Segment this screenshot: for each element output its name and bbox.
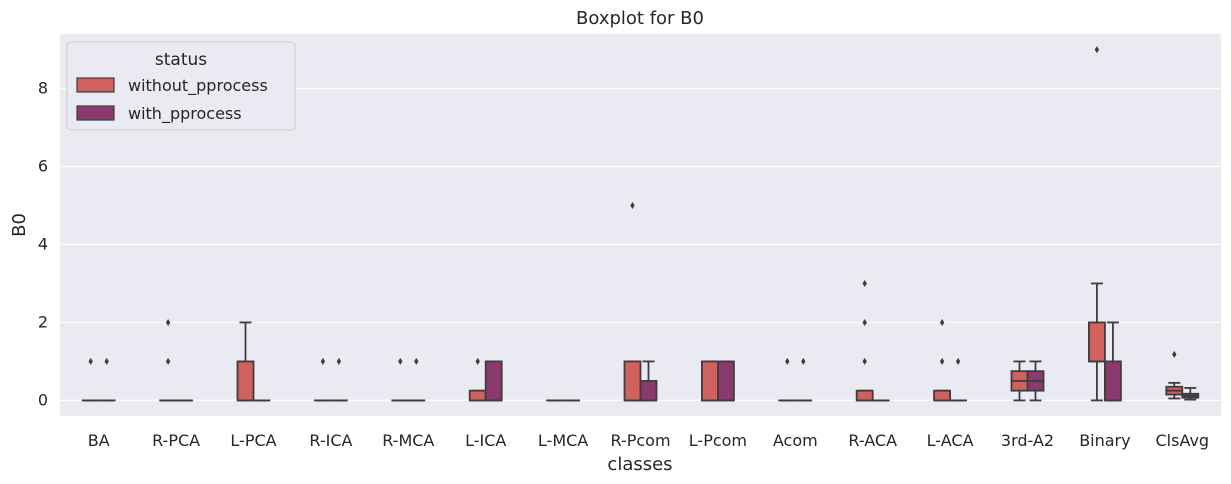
outlier-point [165, 357, 171, 365]
outlier-point [165, 318, 171, 326]
box-rect [623, 360, 642, 402]
box-mark [97, 357, 116, 402]
x-tick-label: Acom [773, 431, 818, 450]
x-tick-label: L-ICA [465, 431, 506, 450]
box-mark [313, 357, 332, 402]
box-rect [484, 360, 503, 402]
box-mark [1026, 360, 1045, 402]
outlier-point [398, 357, 403, 365]
x-tick-labels: BA R-PCA L-PCA R-ICA R-MCA L-ICA L-MCA R-Pcom L-… [88, 431, 1209, 450]
box-mark [329, 357, 348, 402]
x-tick-label: L-MCA [538, 431, 588, 450]
y-tick-labels: 0 2 4 6 8 [38, 79, 48, 410]
box-mark [1104, 321, 1122, 402]
box-mark [794, 357, 813, 402]
outlier-point [955, 357, 961, 365]
outlier-point [939, 318, 945, 326]
box-mark [81, 357, 100, 402]
outlier-point [801, 357, 806, 365]
outlier-point [1172, 350, 1177, 358]
x-tick-label: R-Pcom [610, 431, 670, 450]
box-rect [236, 360, 255, 402]
legend-swatch [76, 105, 115, 121]
legend-title: status [155, 50, 207, 70]
box-rect [1104, 360, 1122, 402]
x-tick-label: L-ACA [927, 431, 974, 450]
box-rect [933, 389, 951, 402]
outlier-point [104, 357, 109, 365]
box-rect [855, 389, 874, 402]
series-group [97, 321, 1200, 402]
box-mark [701, 360, 719, 402]
outlier-point [862, 279, 867, 287]
x-tick-label: L-Pcom [689, 431, 747, 450]
box-mark [1088, 46, 1106, 402]
box-rect [639, 380, 658, 402]
y-tick-label: 8 [38, 79, 48, 98]
outlier-point [939, 357, 945, 365]
x-tick-label: R-ICA [309, 431, 352, 450]
outlier-point [320, 357, 326, 365]
legend-frame [66, 41, 296, 131]
box-mark [1010, 360, 1029, 402]
box-mark [236, 321, 255, 402]
legend: status without_pprocess with_pprocess [66, 41, 296, 131]
box-mark [717, 360, 735, 402]
box-mark [1165, 350, 1184, 400]
outlier-point [336, 357, 342, 365]
outlier-point [862, 357, 867, 365]
x-tick-label: 3rd-A2 [1001, 431, 1054, 450]
legend-entry-label: without_pprocess [128, 76, 268, 96]
box-rect [717, 360, 735, 402]
outlier-point [88, 357, 93, 365]
outlier-point [630, 202, 635, 210]
outlier-point [414, 357, 419, 365]
box-rect [701, 360, 719, 402]
box-mark [855, 279, 874, 402]
x-tick-label: BA [88, 431, 110, 450]
box-rect [1088, 321, 1106, 363]
y-tick-label: 4 [38, 234, 48, 253]
box-mark [407, 357, 426, 402]
box-mark [949, 357, 967, 402]
outlier-point [475, 357, 480, 365]
x-axis-label: classes [607, 454, 672, 475]
x-tick-label: L-PCA [230, 431, 276, 450]
box-mark [484, 360, 503, 402]
outlier-point [1094, 46, 1100, 54]
series-group [81, 46, 1184, 402]
box-mark [468, 357, 487, 402]
x-tick-label: R-PCA [152, 431, 200, 450]
outlier-point [785, 357, 790, 365]
y-axis-label: B0 [9, 213, 30, 237]
x-tick-label: R-ACA [848, 431, 897, 450]
y-tick-label: 0 [38, 390, 48, 409]
box-series [81, 46, 1200, 402]
box-mark [1181, 387, 1200, 401]
x-tick-label: Binary [1079, 431, 1130, 450]
box-mark [639, 360, 658, 402]
box-rect [468, 389, 487, 402]
chart-title: Boxplot for B0 [576, 8, 704, 29]
legend-swatch [76, 77, 115, 93]
outlier-point [862, 318, 867, 326]
x-tick-label: ClsAvg [1156, 431, 1210, 450]
y-tick-label: 6 [38, 157, 48, 176]
y-tick-label: 2 [38, 312, 48, 331]
box-mark [933, 318, 951, 402]
x-tick-label: R-MCA [382, 431, 434, 450]
legend-entry-label: with_pprocess [128, 104, 242, 124]
